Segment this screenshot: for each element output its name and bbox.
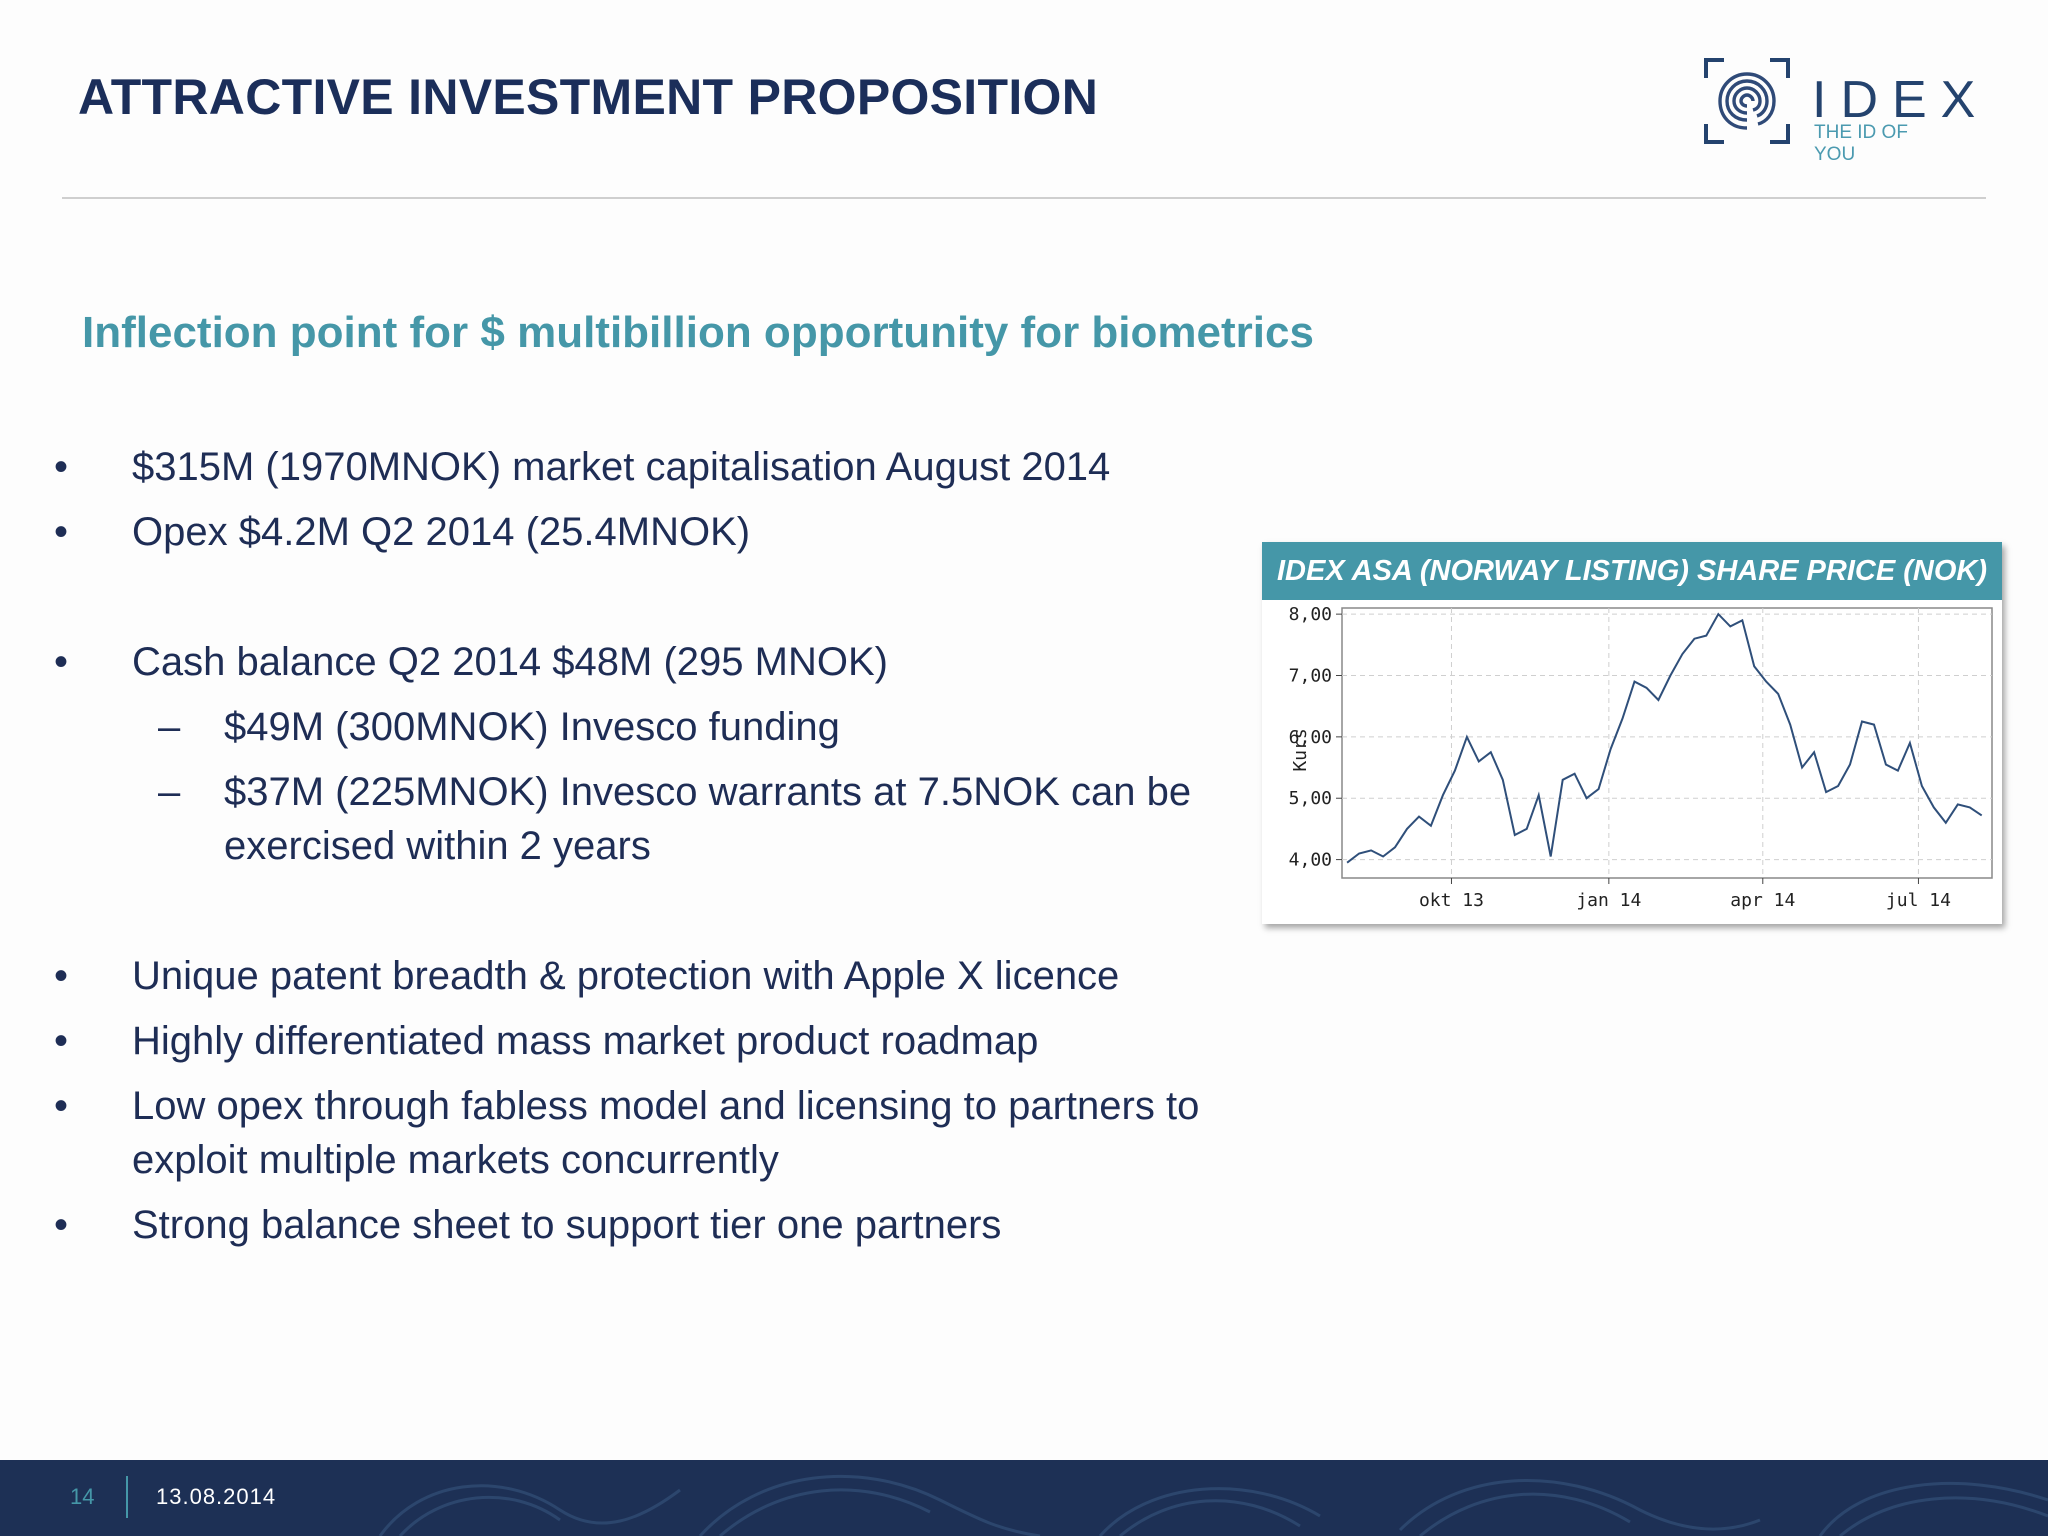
x-tick-label: jul 14 — [1886, 890, 1951, 911]
y-tick-label: 4,00 — [1289, 850, 1332, 871]
footer-divider — [126, 1476, 128, 1518]
fingerprint-icon — [1704, 58, 1790, 144]
bullet-mark: • — [54, 1203, 69, 1247]
bullet-item: • Cash balance Q2 2014 $48M (295 MNOK) — [54, 635, 1234, 689]
footer-date: 13.08.2014 — [156, 1484, 277, 1509]
header-divider — [62, 197, 1986, 199]
y-tick-label: 5,00 — [1289, 788, 1332, 809]
y-tick-label: 6,00 — [1289, 727, 1332, 748]
bullet-text: Opex $4.2M Q2 2014 (25.4MNOK) — [132, 510, 751, 554]
x-tick-label: jan 14 — [1576, 890, 1641, 911]
spacer — [54, 570, 1234, 635]
y-tick-label: 7,00 — [1289, 666, 1332, 687]
share-price-chart: IDEX ASA (NORWAY LISTING) SHARE PRICE (N… — [1262, 542, 2002, 924]
bullet-mark: • — [54, 640, 69, 684]
sub-bullet-mark: – — [158, 705, 181, 749]
sub-bullet-mark: – — [158, 770, 181, 814]
section-subtitle: Inflection point for $ multibillion oppo… — [82, 308, 1314, 357]
spacer — [54, 884, 1234, 949]
bullet-mark: • — [54, 510, 69, 554]
bullet-text: $37M (225MNOK) Invesco warrants at 7.5NO… — [224, 770, 1192, 868]
gridlines — [1342, 608, 1992, 878]
bullet-item: • Opex $4.2M Q2 2014 (25.4MNOK) — [54, 505, 1234, 559]
x-ticks: okt 13 jan 14 apr 14 jul 14 — [1419, 878, 1951, 911]
bullet-item: • Strong balance sheet to support tier o… — [54, 1198, 1234, 1252]
bullet-mark: • — [54, 954, 69, 998]
page-number: 14 — [70, 1484, 95, 1509]
bullet-mark: • — [54, 1019, 69, 1063]
plot-area — [1341, 607, 1993, 879]
footer-fingerprint-pattern — [378, 1474, 2048, 1536]
bullet-item: • Unique patent breadth & protection wit… — [54, 949, 1234, 1003]
y-ticks: 8,00 7,00 6,00 5,00 4,00 — [1289, 604, 1342, 871]
logo-tagline: THE ID OF YOU — [1814, 122, 1908, 165]
y-tick-label: 8,00 — [1289, 604, 1332, 625]
x-tick-label: apr 14 — [1730, 890, 1795, 911]
footer-bar: 14 13.08.2014 — [0, 1460, 2048, 1536]
bullet-mark: • — [54, 445, 69, 489]
bullet-item: • $315M (1970MNOK) market capitalisation… — [54, 440, 1234, 494]
bullet-text: $315M (1970MNOK) market capitalisation A… — [132, 445, 1111, 489]
sub-bullet-item: – $49M (300MNOK) Invesco funding — [54, 700, 1234, 754]
bullet-item: • Low opex through fabless model and lic… — [54, 1079, 1242, 1187]
chart-title: IDEX ASA (NORWAY LISTING) SHARE PRICE (N… — [1262, 542, 2002, 600]
bullet-text: Unique patent breadth & protection with … — [132, 954, 1120, 998]
sub-bullet-item: – $37M (225MNOK) Invesco warrants at 7.5… — [54, 765, 1224, 873]
x-tick-label: okt 13 — [1419, 890, 1484, 911]
bullet-text: Low opex through fabless model and licen… — [132, 1084, 1200, 1182]
bullet-text: Strong balance sheet to support tier one… — [132, 1203, 1002, 1247]
bullet-text: Highly differentiated mass market produc… — [132, 1019, 1039, 1063]
bullet-text: $49M (300MNOK) Invesco funding — [224, 705, 840, 749]
company-logo: IDEX THE ID OF YOU — [1702, 52, 1975, 165]
page-title: ATTRACTIVE INVESTMENT PROPOSITION — [78, 69, 1099, 125]
bullet-mark: • — [54, 1084, 69, 1128]
logo-wordmark: IDEX — [1812, 71, 1990, 129]
price-series-line — [1346, 612, 1983, 864]
y-axis-label: Kurs — [1290, 728, 1311, 771]
bullet-item: • Highly differentiated mass market prod… — [54, 1014, 1234, 1068]
bullet-text: Cash balance Q2 2014 $48M (295 MNOK) — [132, 640, 888, 684]
chart-plot: 8,00 7,00 6,00 5,00 4,00 okt 13 jan 14 apr 14 j… — [1289, 604, 1993, 911]
bullet-list: • $315M (1970MNOK) market capitalisation… — [54, 440, 1234, 1263]
